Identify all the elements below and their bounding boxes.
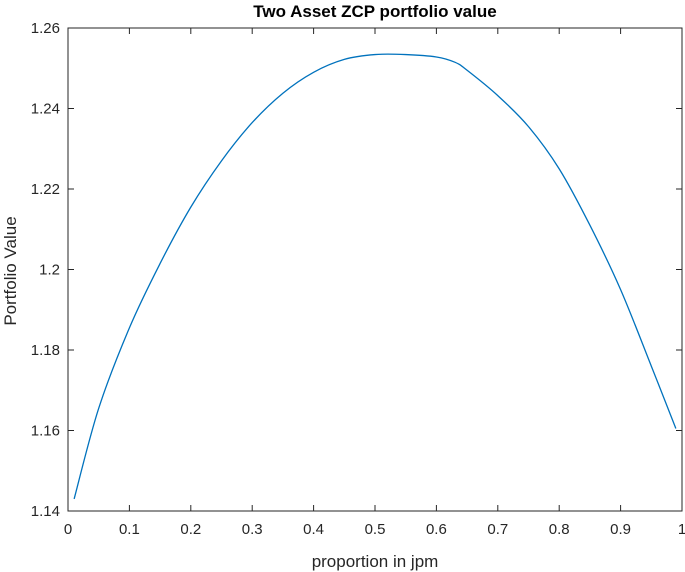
x-tick-label: 0.1: [119, 521, 140, 538]
plot-area: [67, 27, 683, 512]
x-tick-label: 0: [64, 521, 72, 538]
x-axis-label: proportion in jpm: [312, 552, 439, 571]
x-tick-label: 1: [678, 521, 685, 538]
x-axis: 0 0.1 0.2 0.3 0.4 0.5 0.6 0.7 0.8 0.9 1: [64, 28, 685, 538]
x-tick-label: 0.9: [610, 521, 631, 538]
x-tick-label: 0.8: [549, 521, 570, 538]
y-tick-label: 1.2: [39, 262, 60, 279]
x-tick-label: 0.3: [242, 521, 263, 538]
y-tick-label: 1.16: [31, 423, 60, 440]
x-tick-label: 0.2: [180, 521, 201, 538]
x-tick-label: 0.6: [426, 521, 447, 538]
x-tick-label: 0.4: [303, 521, 324, 538]
y-tick-label: 1.14: [31, 503, 60, 520]
series-layer: [73, 53, 677, 500]
x-tick-label: 0.5: [365, 521, 386, 538]
y-tick-label: 1.26: [31, 20, 60, 37]
series-line: [73, 53, 677, 500]
y-axis: 1.14 1.16 1.18 1.2 1.22 1.24 1.26: [31, 20, 682, 520]
y-axis-label: Portfolio Value: [1, 216, 20, 325]
y-tick-label: 1.22: [31, 181, 60, 198]
chart-title: Two Asset ZCP portfolio value: [253, 2, 496, 21]
x-tick-label: 0.7: [487, 521, 508, 538]
y-tick-label: 1.18: [31, 342, 60, 359]
axes-box: [67, 27, 683, 512]
y-tick-label: 1.24: [31, 101, 60, 118]
